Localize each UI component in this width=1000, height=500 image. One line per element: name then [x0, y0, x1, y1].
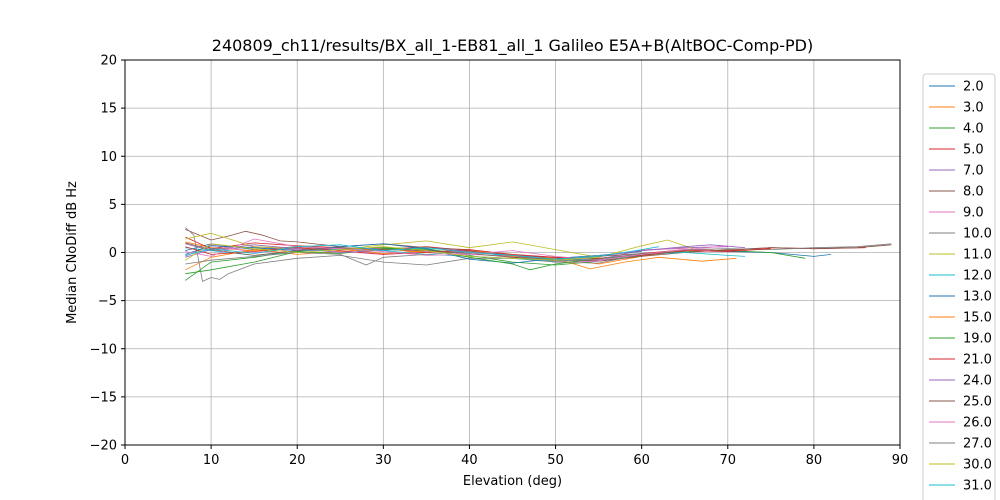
x-tick-label: 20: [289, 453, 306, 468]
legend-label: 19.0: [963, 332, 992, 347]
legend-label: 12.0: [963, 269, 992, 284]
legend-label: 8.0: [963, 185, 984, 200]
legend-label: 15.0: [963, 311, 992, 326]
series-line-11-0: [185, 232, 694, 258]
ticks: 0 10 20 30 40 50 60 70 80 90 −20 −15 −10 −5 0 5 10 15 20: [90, 54, 909, 469]
y-tick-label: 20: [100, 54, 117, 69]
x-tick-label: 40: [461, 453, 478, 468]
x-tick-label: 0: [121, 453, 129, 468]
legend-label: 26.0: [963, 416, 992, 431]
series-line-26-0: [185, 238, 728, 261]
legend-label: 27.0: [963, 437, 992, 452]
legend-label: 3.0: [963, 101, 984, 116]
y-tick-label: 15: [100, 102, 117, 117]
y-tick-label: 10: [100, 150, 117, 165]
y-tick-label: −10: [90, 342, 117, 357]
legend-items: 2.0 3.0 4.0 5.0 7.0 8.0 9.0 10.0 11.0 12.0 13.0 15.…: [929, 80, 992, 494]
y-tick-label: −15: [90, 390, 117, 405]
series-line-31-0: [185, 244, 659, 260]
legend-label: 4.0: [963, 122, 984, 137]
legend-label: 5.0: [963, 143, 984, 158]
chart-title: 240809_ch11/results/BX_all_1-EB81_all_1 …: [212, 36, 813, 56]
legend-label: 24.0: [963, 374, 992, 389]
series-lines: [185, 227, 892, 282]
y-tick-label: 5: [109, 198, 117, 213]
x-tick-label: 70: [720, 453, 737, 468]
y-tick-label: 0: [109, 246, 117, 261]
x-tick-label: 10: [203, 453, 220, 468]
legend-label: 31.0: [963, 479, 992, 494]
series-line-10-0: [185, 227, 892, 282]
legend-label: 21.0: [963, 353, 992, 368]
x-axis-label: Elevation (deg): [463, 474, 562, 489]
legend-label: 7.0: [963, 164, 984, 179]
legend-label: 11.0: [963, 248, 992, 263]
y-axis-label: Median CNoDiff dB Hz: [65, 181, 80, 324]
legend-label: 30.0: [963, 458, 992, 473]
x-tick-label: 60: [633, 453, 650, 468]
y-tick-label: −5: [98, 294, 117, 309]
legend-label: 25.0: [963, 395, 992, 410]
y-tick-label: −20: [90, 439, 117, 454]
series-line-30-0: [185, 243, 599, 261]
series-line-27-0: [185, 251, 642, 266]
x-tick-label: 80: [806, 453, 823, 468]
legend-box: [922, 73, 996, 500]
x-tick-label: 90: [892, 453, 909, 468]
x-tick-label: 50: [547, 453, 564, 468]
legend-label: 13.0: [963, 290, 992, 305]
legend-label: 10.0: [963, 227, 992, 242]
legend-label: 2.0: [963, 80, 984, 95]
legend-label: 9.0: [963, 206, 984, 221]
legend: 2.0 3.0 4.0 5.0 7.0 8.0 9.0 10.0 11.0 12.0 13.0 15.…: [922, 73, 996, 500]
x-tick-label: 30: [375, 453, 392, 468]
